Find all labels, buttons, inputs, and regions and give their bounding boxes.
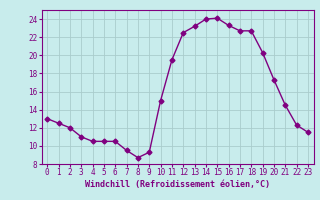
- X-axis label: Windchill (Refroidissement éolien,°C): Windchill (Refroidissement éolien,°C): [85, 180, 270, 189]
